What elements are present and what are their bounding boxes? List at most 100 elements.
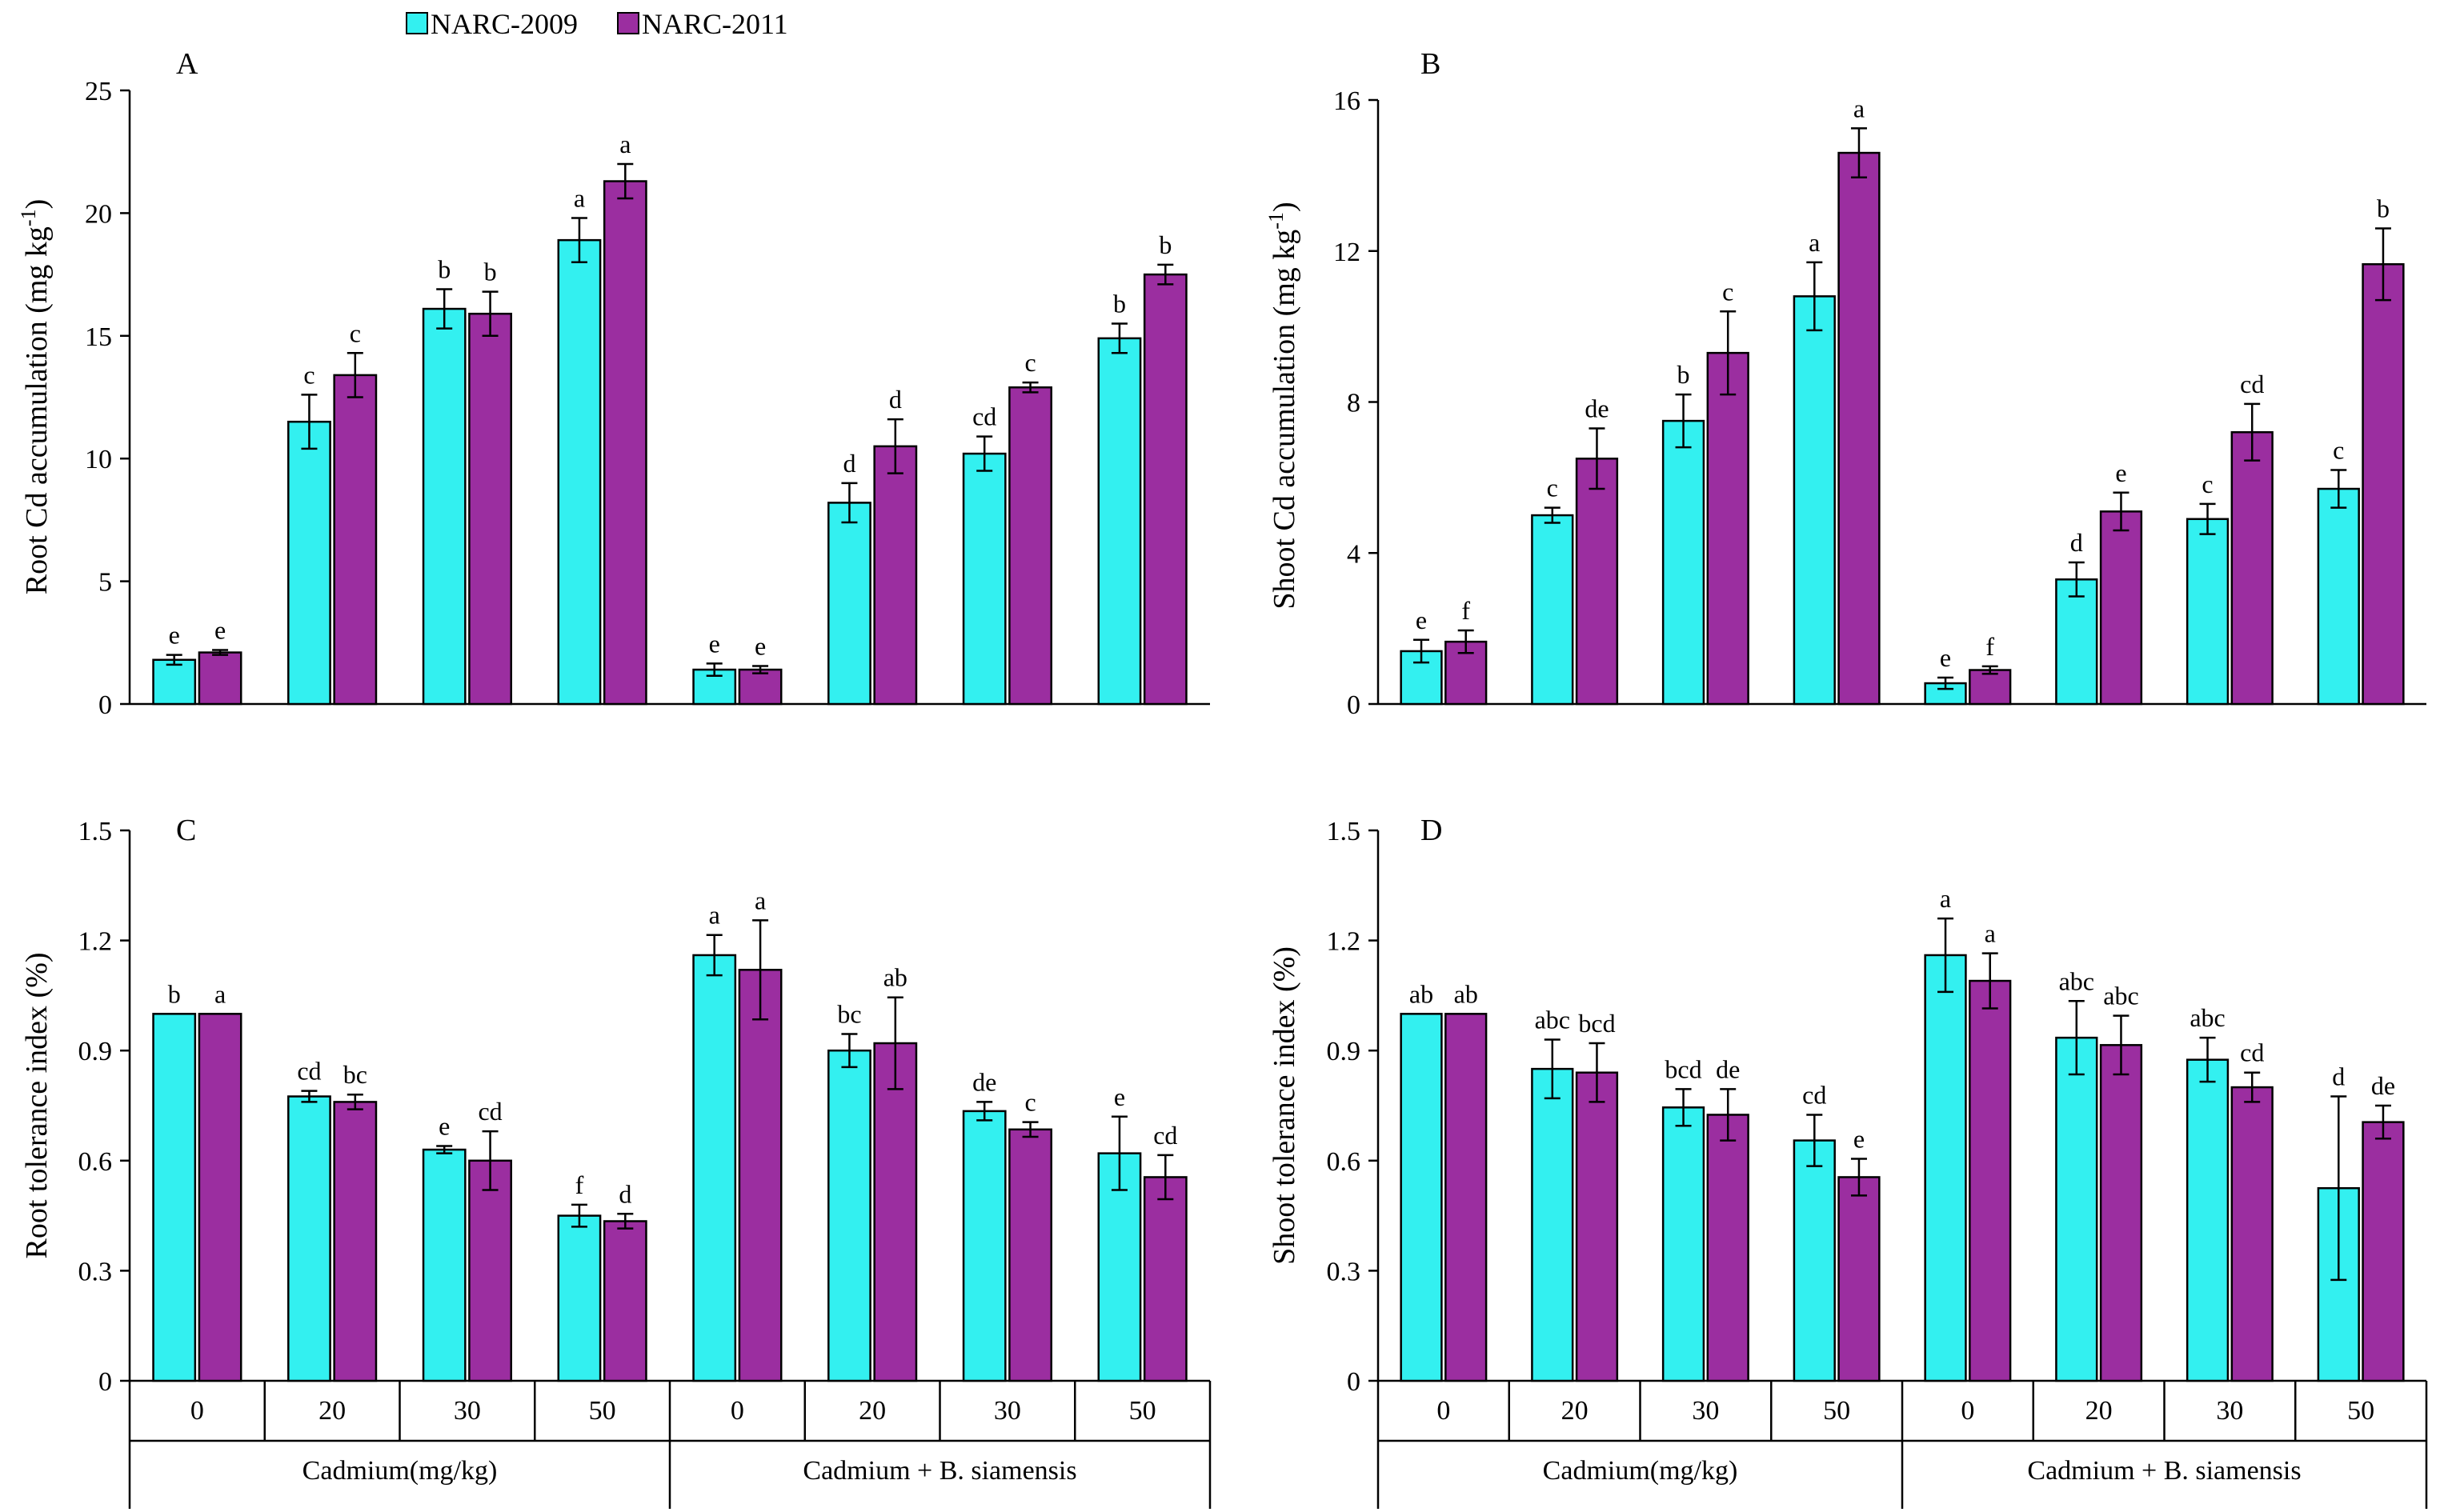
significance-letter-d-narc-2011: de <box>1716 1054 1740 1083</box>
y-tick-label-d: 0.3 <box>1327 1257 1361 1286</box>
x-category-label-d: 0 <box>1961 1396 1974 1426</box>
bar-d-narc-2011 <box>1706 1114 1749 1382</box>
significance-letter-d-narc-2009: abc <box>2190 1003 2225 1032</box>
y-tick-label-b: 4 <box>1347 539 1360 569</box>
significance-letter-b-narc-2011: c <box>1722 277 1733 306</box>
bar-d-narc-2009 <box>1531 1067 1574 1382</box>
significance-letter-d-narc-2011: cd <box>2240 1038 2264 1067</box>
significance-letter-d-narc-2011: abc <box>2103 982 2138 1010</box>
legend-swatch-narc-2009 <box>406 12 428 34</box>
bar-b-narc-2011 <box>1706 351 1749 706</box>
bar-b-narc-2009 <box>2055 578 2098 706</box>
legend: NARC-2009 NARC-2011 <box>406 8 788 40</box>
significance-letter-c-narc-2011: a <box>214 979 226 1008</box>
x-group-label-d: Cadmium + B. siamensis <box>2027 1456 2301 1486</box>
x-category-label-c: 20 <box>319 1396 346 1426</box>
y-axis-title-d: Shoot tolerance index (%) <box>1268 946 1301 1265</box>
significance-letter-a-narc-2011: e <box>755 631 766 660</box>
significance-letter-d-narc-2009: abc <box>2059 966 2094 995</box>
y-tick-label-b: 8 <box>1347 389 1360 418</box>
significance-letter-b-narc-2011: cd <box>2240 370 2264 398</box>
y-tick-label-c: 0.9 <box>78 1037 113 1066</box>
significance-letter-a-narc-2011: a <box>619 130 631 158</box>
panel-c: C Root tolerance index (%) 0 0.3 0.6 0.9 1.2 1.… <box>20 814 1212 1509</box>
panel-a: A Root Cd accumulation (mg kg-1) 0 5 10 15 20 2… <box>17 47 1210 720</box>
bar-a-narc-2009 <box>827 502 871 706</box>
bar-b-narc-2009 <box>1531 514 1574 706</box>
x-category-label-d: 30 <box>2216 1396 2243 1426</box>
y-tick-label-a: 15 <box>85 322 112 352</box>
significance-letter-b-narc-2009: c <box>1547 474 1558 502</box>
bar-d-narc-2011 <box>1444 1013 1488 1382</box>
bar-c-narc-2011 <box>333 1101 378 1382</box>
y-tick-label-a: 25 <box>85 77 112 106</box>
y-tick-label-d: 0.9 <box>1327 1037 1361 1066</box>
significance-letter-c-narc-2011: a <box>755 886 766 914</box>
bar-b-narc-2011 <box>2362 263 2405 706</box>
legend-swatch-narc-2011 <box>617 12 639 34</box>
bar-c-narc-2009 <box>557 1214 602 1382</box>
bar-c-narc-2009 <box>962 1110 1007 1382</box>
bar-c-narc-2011 <box>198 1013 242 1382</box>
y-tick-label-b: 12 <box>1333 238 1360 267</box>
significance-letter-c-narc-2009: b <box>168 979 181 1008</box>
bar-c-narc-2011 <box>1143 1176 1188 1382</box>
x-category-label-c: 0 <box>190 1396 204 1426</box>
bar-b-narc-2009 <box>1661 419 1705 706</box>
significance-letter-d-narc-2009: abc <box>1535 1005 1570 1034</box>
significance-letter-c-narc-2011: bc <box>343 1060 367 1089</box>
significance-letter-b-narc-2011: f <box>1461 596 1470 625</box>
y-tick-label-c: 0.3 <box>78 1257 113 1286</box>
panel-letter-b: B <box>1420 47 1440 81</box>
x-category-label-c: 30 <box>454 1396 481 1426</box>
significance-letter-a-narc-2009: c <box>303 360 315 389</box>
bar-a-narc-2009 <box>287 420 331 706</box>
bar-b-narc-2009 <box>2317 487 2360 706</box>
bar-b-narc-2009 <box>2186 518 2230 706</box>
x-category-label-d: 20 <box>1561 1396 1589 1426</box>
significance-letter-c-narc-2009: de <box>972 1067 996 1096</box>
y-tick-label-c: 0 <box>98 1367 112 1397</box>
bar-c-narc-2011 <box>603 1220 647 1382</box>
significance-letter-d-narc-2011: bcd <box>1578 1009 1615 1038</box>
x-group-label-c: Cadmium + B. siamensis <box>803 1456 1076 1486</box>
bar-a-narc-2011 <box>1143 273 1188 706</box>
bar-c-narc-2011 <box>738 969 783 1382</box>
bar-c-narc-2011 <box>468 1159 512 1382</box>
bar-a-narc-2009 <box>557 238 602 706</box>
panel-d: D Shoot tolerance index (%) 0 0.3 0.6 0.9 1.2 1… <box>1268 814 2428 1509</box>
significance-letter-a-narc-2011: c <box>350 318 361 347</box>
significance-letter-a-narc-2011: b <box>1159 230 1172 259</box>
y-tick-label-a: 20 <box>85 199 112 229</box>
significance-letter-b-narc-2011: a <box>1853 94 1865 122</box>
bar-d-narc-2011 <box>1575 1071 1619 1382</box>
significance-letter-c-narc-2011: c <box>1024 1088 1036 1117</box>
x-category-label-d: 50 <box>1823 1396 1850 1426</box>
bar-c-narc-2009 <box>152 1013 197 1382</box>
y-tick-label-b: 16 <box>1333 86 1360 116</box>
bar-b-narc-2011 <box>1575 458 1619 706</box>
significance-letter-d-narc-2009: cd <box>1802 1080 1826 1109</box>
significance-letter-c-narc-2011: d <box>619 1179 631 1208</box>
significance-letter-b-narc-2009: b <box>1677 360 1690 389</box>
bar-a-narc-2011 <box>738 668 783 706</box>
significance-letter-d-narc-2009: a <box>1940 884 1951 913</box>
bar-a-narc-2011 <box>468 312 512 706</box>
y-tick-label-b: 0 <box>1347 690 1360 720</box>
significance-letter-c-narc-2011: cd <box>1153 1121 1177 1150</box>
significance-letter-c-narc-2011: ab <box>883 963 907 992</box>
significance-letter-b-narc-2011: b <box>2377 194 2390 222</box>
panel-letter-a: A <box>176 47 198 81</box>
significance-letter-b-narc-2011: f <box>1985 632 1994 661</box>
bar-a-narc-2011 <box>1008 386 1052 706</box>
bar-c-narc-2011 <box>873 1042 918 1382</box>
y-tick-label-d: 0 <box>1347 1367 1360 1397</box>
bar-d-narc-2009 <box>1924 954 1967 1382</box>
bar-b-narc-2011 <box>1969 669 2012 706</box>
significance-letter-c-narc-2009: e <box>439 1111 450 1140</box>
significance-letter-c-narc-2009: bc <box>837 1000 861 1029</box>
significance-letter-d-narc-2011: de <box>2371 1071 2395 1100</box>
significance-letter-a-narc-2011: d <box>889 385 902 414</box>
